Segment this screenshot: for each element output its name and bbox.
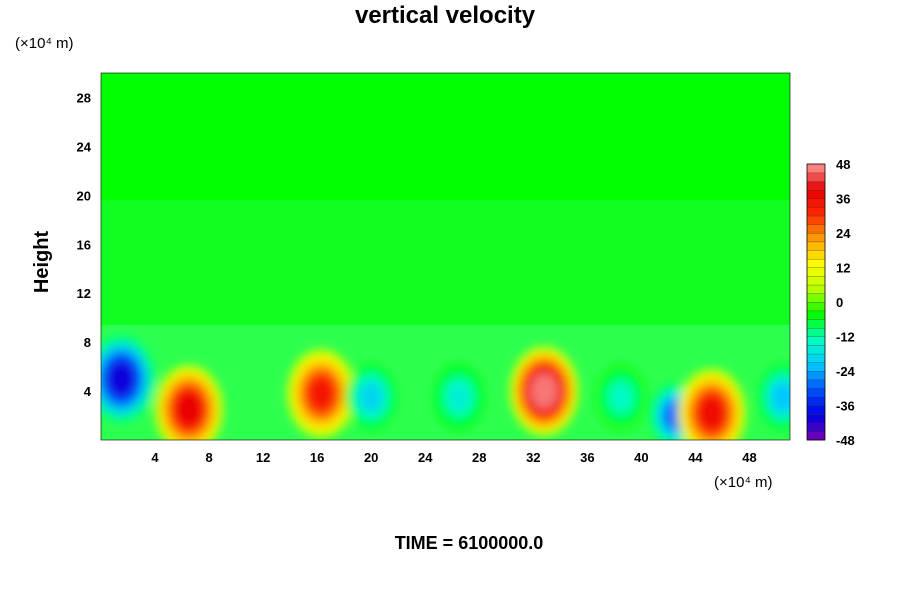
x-tick-label: 12 [256,450,270,465]
chart-title: vertical velocity [355,2,536,29]
colorbar-tick-label: 48 [836,157,850,172]
y-axis-label: Height [31,231,53,294]
colorbar-segment [806,163,826,174]
x-axis-unit: (×10⁴ m) [714,474,773,491]
plot-frame [100,72,791,441]
colorbar-segment [806,431,826,441]
velocity-field [101,73,790,440]
x-tick-label: 24 [418,450,433,465]
colorbar-segment [806,336,826,346]
x-tick-label: 16 [310,450,324,465]
y-tick-label: 4 [84,384,92,399]
updraft-contour [698,395,726,431]
colorbar-tick-label: 24 [836,226,851,241]
colorbar-segment [806,189,826,199]
colorbar-segment [806,181,826,191]
downdraft-contour [610,383,632,411]
colorbar-segment [806,293,826,303]
colorbar-segment [806,224,826,234]
y-tick-label: 12 [77,286,91,301]
time-label: TIME = 6100000.0 [395,533,544,553]
y-axis-unit: (×10⁴ m) [15,35,74,52]
colorbar-tick-label: 36 [836,192,850,207]
x-tick-label: 40 [634,450,648,465]
colorbar-segment [806,353,826,363]
colorbar-segment [806,241,826,251]
colorbar-segment [806,413,826,424]
colorbar-segment [806,275,826,286]
colorbar-segment [806,362,826,372]
colorbar-segment [806,198,826,208]
colorbar-segment [806,422,826,432]
colorbar-frame [806,163,826,441]
colorbar-tick-label: 12 [836,261,850,276]
x-tick-label: 4 [151,450,159,465]
y-tick-label: 16 [77,237,91,252]
colorbar-segment [806,344,826,355]
updraft-contour [530,373,558,409]
y-tick-label: 8 [84,335,91,350]
x-tick-label: 48 [742,450,756,465]
colorbar-tick-label: -24 [836,364,856,379]
y-tick-label: 24 [77,139,92,154]
colorbar-tick-labels: 48 36 24 12 0 -12 -24 -36 -48 [836,157,856,448]
colorbar-segment [806,370,826,381]
field-mid-band [101,200,790,325]
updraft-contour [175,391,203,428]
colorbar-segment [806,284,826,294]
colorbar-segment [806,327,826,337]
y-tick-label: 28 [77,90,91,105]
downdraft-contour [448,383,470,411]
colorbar-segment [806,172,826,182]
colorbar-segment [806,232,826,243]
colorbar-segment [806,258,826,268]
colorbar-segment [806,396,826,406]
colorbar-segment [806,405,826,415]
colorbar-segment [806,267,826,277]
x-tick-label: 32 [526,450,540,465]
colorbar-segment [806,379,826,389]
colorbar [806,163,826,441]
colorbar-segment [806,319,826,329]
colorbar-segment [806,250,826,260]
x-tick-label: 20 [364,450,378,465]
colorbar-tick-label: -12 [836,330,855,345]
x-tick-label: 36 [580,450,594,465]
colorbar-tick-label: -36 [836,399,855,414]
colorbar-tick-label: -48 [836,433,855,448]
colorbar-segment [806,310,826,320]
x-tick-label: 28 [472,450,486,465]
colorbar-segment [806,301,826,312]
downdraft-contour [107,361,135,397]
downdraft-contour [360,383,382,411]
colorbar-segment [806,388,826,398]
y-tick-label: 20 [77,188,91,203]
colorbar-segment [806,215,826,225]
x-tick-labels: 4 8 12 16 20 24 28 32 36 40 44 48 [151,450,756,465]
x-tick-label: 8 [205,450,212,465]
colorbar-segment [806,206,826,217]
y-tick-labels: 4 8 12 16 20 24 28 [77,90,92,399]
downdraft-contour [773,383,790,411]
x-tick-label: 44 [688,450,703,465]
updraft-contour [307,375,335,412]
colorbar-tick-label: 0 [836,295,843,310]
